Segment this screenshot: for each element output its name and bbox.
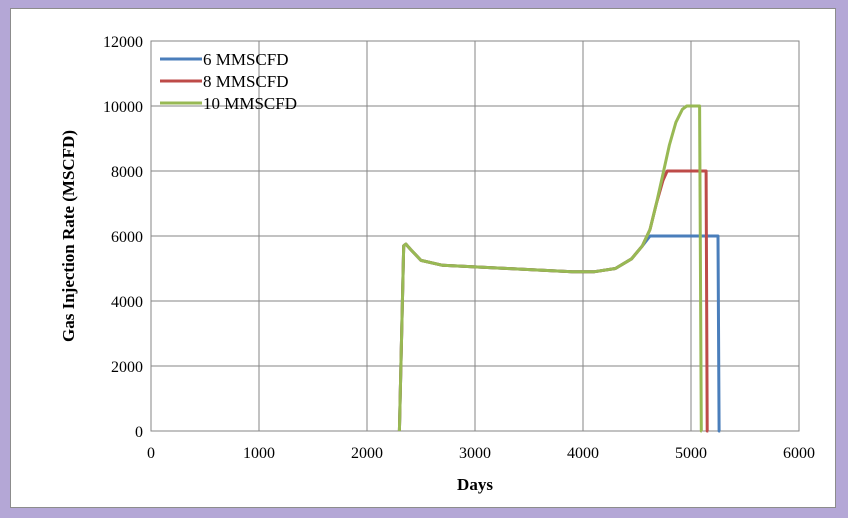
y-tick-label: 12000 (103, 34, 143, 51)
series-line-10-mmscfd (397, 104, 703, 433)
x-tick-label: 3000 (459, 445, 491, 462)
y-tick-label: 8000 (111, 164, 143, 181)
x-tick-label: 6000 (783, 445, 815, 462)
y-tick-label: 4000 (111, 294, 143, 311)
y-axis-title: Gas Injection Rate (MSCFD) (59, 130, 78, 342)
legend-label: 6 MMSCFD (203, 50, 289, 69)
x-tick-label: 2000 (351, 445, 383, 462)
x-tick-label: 0 (147, 445, 155, 462)
plot-area (150, 40, 800, 432)
x-axis-title: Days (457, 475, 493, 494)
line-chart: 0 1000 2000 3000 4000 5000 6000 0 2000 4000 6000 80… (59, 34, 815, 494)
x-tick-label: 1000 (243, 445, 275, 462)
legend-label: 8 MMSCFD (203, 72, 289, 91)
legend-label: 10 MMSCFD (203, 94, 297, 113)
y-tick-label: 10000 (103, 99, 143, 116)
series-lines (397, 104, 721, 433)
y-tick-label: 2000 (111, 359, 143, 376)
x-tick-label: 5000 (675, 445, 707, 462)
y-tick-label: 0 (135, 424, 143, 441)
chart-frame: 0 1000 2000 3000 4000 5000 6000 0 2000 4000 6000 80… (10, 8, 836, 508)
axis-ticks: 0 1000 2000 3000 4000 5000 6000 0 2000 4000 6000 80… (103, 34, 815, 462)
y-tick-label: 6000 (111, 229, 143, 246)
x-tick-label: 4000 (567, 445, 599, 462)
legend: 6 MMSCFD 8 MMSCFD 10 MMSCFD (160, 50, 297, 113)
